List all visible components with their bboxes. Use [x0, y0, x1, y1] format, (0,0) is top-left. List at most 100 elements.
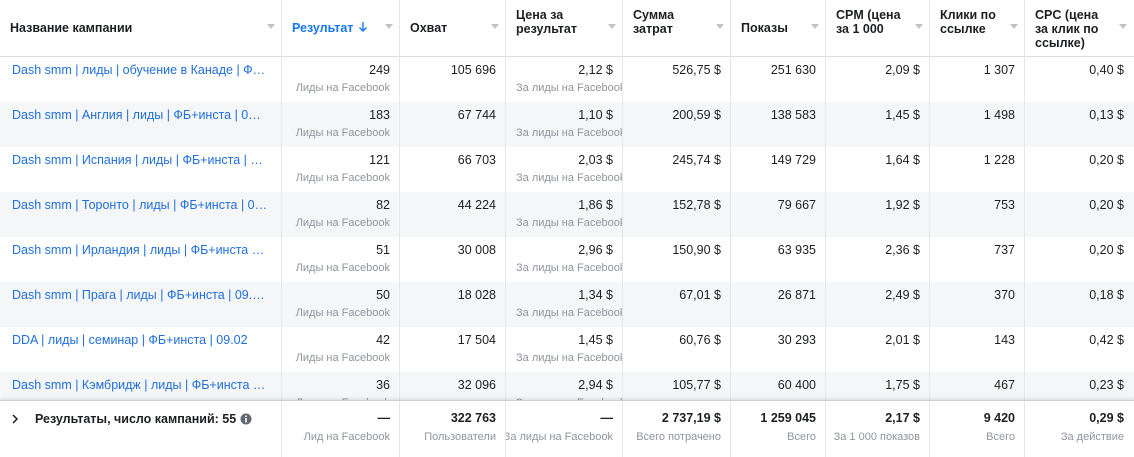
cell-note: Лиды на Facebook — [295, 82, 390, 94]
dropdown-caret[interactable] — [811, 24, 819, 29]
campaign-link[interactable]: DDA | лиды | семинар | ФБ+инста | 09.02 — [12, 333, 248, 347]
cell-note: За лиды на Facebook — [516, 307, 623, 319]
dropdown-caret[interactable] — [1119, 24, 1127, 29]
table-cell: 30 008 — [400, 237, 506, 282]
table-cell: 67 744 — [400, 102, 506, 147]
table-cell: 0,42 $ — [1025, 327, 1134, 372]
campaign-link[interactable]: Dash smm | Англия | лиды | ФБ+инста | 0… — [12, 108, 261, 122]
table-cell: 0,20 $ — [1025, 192, 1134, 237]
column-separator — [622, 0, 623, 457]
header-label: Название кампании — [10, 21, 133, 35]
header-label: CPC (цена за клик по ссылке) — [1035, 8, 1099, 50]
table-cell: 2,36 $ — [826, 237, 930, 282]
table-cell: 370 — [930, 282, 1025, 327]
table-cell: 1 228 — [930, 147, 1025, 192]
cell-value: 66 703 — [457, 153, 496, 167]
dropdown-caret[interactable] — [267, 24, 275, 29]
column-header[interactable]: Показы — [731, 0, 826, 57]
column-header[interactable]: Название кампании — [0, 0, 282, 57]
dropdown-caret[interactable] — [608, 24, 616, 29]
cell-value: 245,74 $ — [672, 153, 721, 167]
column-header[interactable]: CPM (цена за 1 000 — [826, 0, 930, 57]
table-cell: 60,76 $ — [623, 327, 731, 372]
cell-value: 0,13 $ — [1089, 108, 1124, 122]
table-cell: 2,03 $ За лиды на Facebook — [506, 147, 623, 192]
column-header[interactable]: Охват — [400, 0, 506, 57]
column-separator — [825, 401, 826, 457]
summary-cell: 9 420 Всего — [930, 401, 1025, 457]
column-separator — [281, 0, 282, 457]
column-header[interactable]: CPC (цена за клик по ссылке) — [1025, 0, 1134, 57]
column-header[interactable]: Клики по ссылке — [930, 0, 1025, 57]
table-cell: 63 935 — [731, 237, 826, 282]
summary-note: Лид на Facebook — [303, 431, 390, 443]
cell-note: Лиды на Facebook — [295, 307, 390, 319]
column-header[interactable]: Цена за результат — [506, 0, 623, 57]
cell-value: 2,03 $ — [578, 153, 613, 167]
table-cell: 1,45 $ — [826, 102, 930, 147]
cell-value: 251 630 — [770, 63, 816, 77]
summary-note: Пользователи — [424, 431, 496, 443]
table-cell: 50 Лиды на Facebook — [282, 282, 400, 327]
cell-value: 0,40 $ — [1089, 63, 1124, 77]
table-cell: 121 Лиды на Facebook — [282, 147, 400, 192]
campaign-link[interactable]: Dash smm | Испания | лиды | ФБ+инста | … — [12, 153, 263, 167]
summary-value: 322 763 — [450, 411, 496, 425]
table-cell: 0,20 $ — [1025, 147, 1134, 192]
summary-note: За действие — [1060, 431, 1124, 443]
summary-cell: — Лид на Facebook — [282, 401, 400, 457]
dropdown-caret[interactable] — [1010, 24, 1018, 29]
table-cell: 1,10 $ За лиды на Facebook — [506, 102, 623, 147]
campaign-link[interactable]: Dash smm | Торонто | лиды | ФБ+инста | 0… — [12, 198, 268, 212]
table-cell: 150,90 $ — [623, 237, 731, 282]
table-cell: 753 — [930, 192, 1025, 237]
table-cell: 105,77 $ — [623, 372, 731, 417]
cell-note: За лиды на Facebook — [516, 352, 623, 364]
header-label: Сумма затрат — [633, 8, 675, 36]
summary-value: 9 420 — [983, 411, 1015, 425]
expand-chevron[interactable] — [10, 413, 20, 425]
dropdown-caret[interactable] — [915, 24, 923, 29]
cell-note: За лиды на Facebook — [516, 217, 623, 229]
cell-value: 152,78 $ — [672, 198, 721, 212]
cell-value: 36 — [376, 378, 390, 392]
campaign-link[interactable]: Dash smm | Кэмбридж | лиды | ФБ+инста … — [12, 378, 266, 392]
cell-value: 370 — [994, 288, 1015, 302]
cell-value: 30 008 — [457, 243, 496, 257]
row-background — [0, 147, 1134, 192]
table-cell: 2,12 $ За лиды на Facebook — [506, 57, 623, 102]
cell-value: 2,01 $ — [885, 333, 920, 347]
table-cell: 245,74 $ — [623, 147, 731, 192]
table-cell: 0,40 $ — [1025, 57, 1134, 102]
table-cell: 526,75 $ — [623, 57, 731, 102]
campaign-link[interactable]: Dash smm | Ирландия | лиды | ФБ+инста … — [12, 243, 265, 257]
campaign-link[interactable]: Dash smm | Прага | лиды | ФБ+инста | 09.… — [12, 288, 265, 302]
table-cell: 1 498 — [930, 102, 1025, 147]
cell-value: 67 744 — [457, 108, 496, 122]
campaign-link[interactable]: Dash smm | лиды | обучение в Канаде | Ф… — [12, 63, 266, 77]
table-cell: 1,64 $ — [826, 147, 930, 192]
column-separator — [1024, 0, 1025, 457]
info-icon[interactable] — [240, 413, 252, 425]
cell-note: Лиды на Facebook — [295, 172, 390, 184]
summary-note: Всего — [986, 431, 1015, 443]
column-header[interactable]: Сумма затрат — [623, 0, 731, 57]
cell-value: 2,94 $ — [578, 378, 613, 392]
table-cell: 1,86 $ За лиды на Facebook — [506, 192, 623, 237]
table-cell: Dash smm | Прага | лиды | ФБ+инста | 09.… — [0, 282, 282, 327]
summary-note: Всего — [787, 431, 816, 443]
cell-value: 0,18 $ — [1089, 288, 1124, 302]
cell-value: 105,77 $ — [672, 378, 721, 392]
cell-note: Лиды на Facebook — [295, 217, 390, 229]
dropdown-caret[interactable] — [385, 24, 393, 29]
cell-note: Лиды на Facebook — [295, 262, 390, 274]
summary-cell: — За лиды на Facebook — [506, 401, 623, 457]
dropdown-caret[interactable] — [491, 24, 499, 29]
summary-row: Результаты, число кампаний: 55 — Лид на Fa… — [0, 400, 1134, 457]
table-cell: 32 096 — [400, 372, 506, 417]
table-cell: 1,34 $ За лиды на Facebook — [506, 282, 623, 327]
dropdown-caret[interactable] — [716, 24, 724, 29]
column-header[interactable]: Результат — [282, 0, 400, 57]
table-cell: 79 667 — [731, 192, 826, 237]
